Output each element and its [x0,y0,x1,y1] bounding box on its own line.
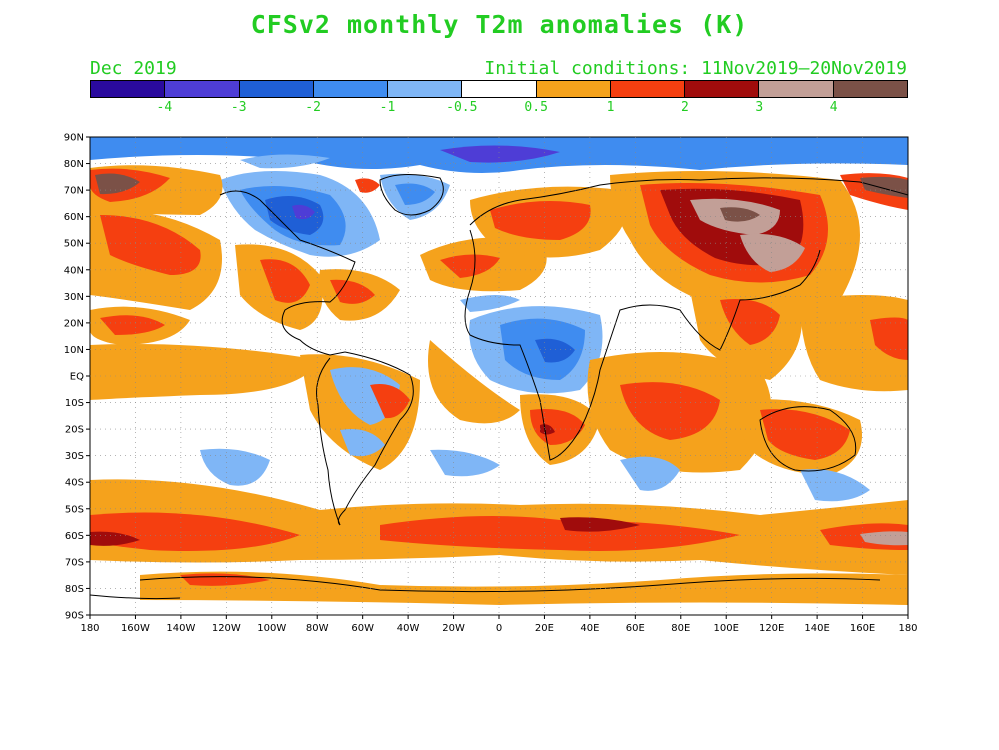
colorbar-swatch [685,81,760,97]
colorbar-swatch [388,81,463,97]
longitude-label: 100W [257,623,286,634]
latitude-label: 70N [64,186,84,197]
colorbar-swatch [165,81,240,97]
latitude-label: EQ [70,372,84,383]
colorbar-tick-label: -2 [305,100,321,115]
colorbar-swatch [239,81,314,97]
colorbar-tick-label: 1 [606,100,615,115]
longitude-label: 180 [80,623,99,634]
latitude-label: 30S [65,451,84,462]
latitude-label: 90N [64,133,84,144]
colorbar-swatch [91,81,166,97]
colorbar-tick-label: -0.5 [446,100,478,115]
colorbar-swatch [833,81,907,97]
valid-month-label: Dec 2019 [90,58,177,79]
latitude-label: 10S [65,398,84,409]
latitude-labels: 90N 80N 70N 60N 50N 40N 30N 20N 10N EQ 10S 20S 30S 40… [64,133,90,622]
longitude-label: 140E [804,623,829,634]
map-title: CFSv2 monthly T2m anomalies (K) [250,10,749,39]
latitude-label: 30N [64,292,84,303]
latitude-label: 70S [65,557,84,568]
latitude-label: 80N [64,159,84,170]
initial-conditions-label: Initial conditions: 11Nov2019—20Nov2019 [484,58,907,79]
colorbar-tick-label: 3 [755,100,764,115]
longitude-label: 40W [397,623,420,634]
colorbar-swatch [610,81,686,97]
latitude-label: 60S [65,531,84,542]
latitude-label: 50N [64,239,84,250]
longitude-labels: 180 160W 140W 120W 100W 80W 60W 40W 20W 0 20E 40E 60… [80,615,918,634]
colorbar-swatch [313,81,389,97]
longitude-label: 0 [496,623,502,634]
longitude-label: 120E [759,623,784,634]
latitude-label: 80S [65,584,84,595]
colorbar-tick-label: -1 [379,100,396,115]
longitude-label: 20W [442,623,465,634]
longitude-label: 80W [306,623,329,634]
latitude-label: 40N [64,265,84,276]
latitude-label: 10N [64,345,84,356]
latitude-label: 20S [65,425,84,436]
colorbar-tick-label: -4 [156,100,173,115]
colorbar-tick-label: 0.5 [524,100,548,115]
colorbar-swatch [462,81,537,97]
longitude-label: 120W [212,623,241,634]
colorbar-tick-label: -3 [230,100,247,115]
longitude-label: 180 [898,623,917,634]
colorbar [90,80,908,98]
colorbar-tick-label: 2 [680,100,689,115]
longitude-label: 60E [626,623,645,634]
latitude-label: 50S [65,504,84,515]
longitude-label: 140W [166,623,195,634]
latitude-label: 90S [65,611,84,622]
latitude-label: 60N [64,212,84,223]
longitude-label: 160E [850,623,875,634]
longitude-label: 100E [714,623,739,634]
colorbar-swatch [536,81,611,97]
latitude-label: 40S [65,478,84,489]
latitude-label: 20N [64,318,84,329]
longitude-label: 80E [671,623,690,634]
longitude-label: 20E [535,623,554,634]
longitude-label: 160W [121,623,150,634]
longitude-label: 40E [580,623,599,634]
colorbar-swatch [759,81,834,97]
coastlines [89,174,909,600]
longitude-label: 60W [351,623,374,634]
colorbar-tick-label: 4 [829,100,838,115]
